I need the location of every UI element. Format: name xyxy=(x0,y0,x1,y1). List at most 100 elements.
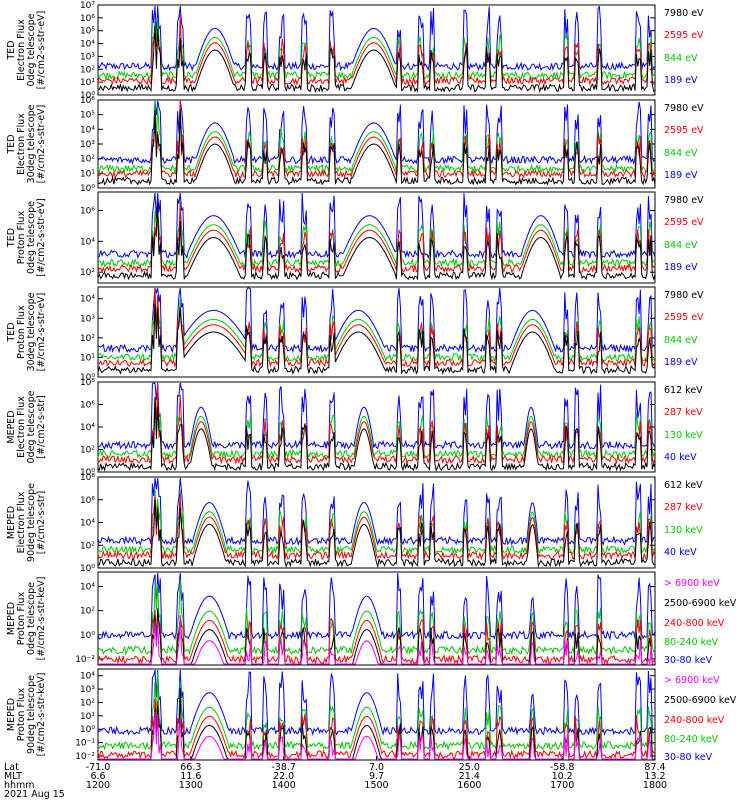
y-axis-label: [#/cm2-s-str-keV] xyxy=(36,577,47,661)
y-tick-label: 10⁻² xyxy=(75,655,95,665)
x-tick-mlt: 21.4 xyxy=(459,771,480,782)
y-tick-label: 10² xyxy=(80,268,95,278)
series-trace xyxy=(97,699,656,760)
y-axis-label: [#/cm2-s-str-eV] xyxy=(36,11,47,90)
y-tick-label: 10⁴ xyxy=(80,237,95,247)
x-tick-time: 1400 xyxy=(272,780,296,791)
panel-8: 10⁻² 10⁻¹ 10⁰ 10¹ 10² 10³ 10⁴ MEPED Proton Flux 9… xyxy=(6,668,737,763)
series-trace xyxy=(97,669,656,737)
y-tick-label: 10⁴ xyxy=(80,40,95,50)
series-trace xyxy=(97,382,656,451)
legend-entry: 7980 eV xyxy=(664,103,704,114)
x-tick-lat: -71.0 xyxy=(86,762,111,773)
x-tick-time: 1500 xyxy=(364,780,388,791)
y-tick-label: 10⁸ xyxy=(80,378,95,388)
y-axis-label: [#/cm2-s-str] xyxy=(36,491,47,554)
panel-4: 10⁰ 10¹ 10² 10³ 10⁴ TED Proton Flux 30deg teles… xyxy=(6,286,704,383)
series-trace xyxy=(97,672,656,751)
y-tick-label: 10⁴ xyxy=(80,582,95,592)
y-tick-label: 10⁵ xyxy=(80,111,95,121)
legend-entry: 2595 eV xyxy=(664,125,704,136)
series-trace xyxy=(98,499,656,568)
y-axis-label: [#/cm2-s-str-keV] xyxy=(36,673,47,757)
legend-entry: 2500-6900 keV xyxy=(664,695,737,706)
date-label: 2021 Aug 15 xyxy=(4,789,65,800)
legend-entry: 844 eV xyxy=(664,53,698,64)
y-tick-label: 10⁴ xyxy=(80,672,95,682)
y-tick-label: 10⁰ xyxy=(80,468,95,478)
series-trace xyxy=(97,303,656,376)
x-tick-lat: 25.0 xyxy=(459,762,480,773)
series-trace xyxy=(97,25,656,94)
y-tick-label: 10¹ xyxy=(80,78,95,88)
y-axis-label: TED xyxy=(6,40,17,60)
legend-entry: 40 keV xyxy=(664,452,697,463)
series-trace xyxy=(97,202,656,281)
legend-entry: 844 eV xyxy=(664,335,698,346)
legend-entry: 612 keV xyxy=(664,480,703,491)
y-tick-label: 10⁰ xyxy=(80,91,95,101)
y-tick-label: 10² xyxy=(80,607,95,617)
y-tick-label: 10² xyxy=(80,541,95,551)
y-tick-label: 10⁵ xyxy=(80,27,95,37)
y-tick-label: 10⁻² xyxy=(75,752,95,762)
legend-entry: 7980 eV xyxy=(664,195,704,206)
y-axis-label: Proton Flux xyxy=(16,210,27,264)
series-trace xyxy=(97,287,656,354)
series-trace xyxy=(97,477,656,547)
legend-entry: > 6900 keV xyxy=(664,578,720,589)
legend-entry: 130 keV xyxy=(664,525,703,536)
series-trace xyxy=(97,192,656,260)
x-tick-lat: -38.7 xyxy=(271,762,296,773)
series-trace xyxy=(97,395,656,460)
panel-3: 10² 10⁴ 10⁶ TED Proton Flux 0deg telescope [#/… xyxy=(6,191,704,284)
series-trace xyxy=(97,397,656,472)
series-trace xyxy=(98,615,655,665)
x-tick-mlt: 11.6 xyxy=(180,771,201,782)
y-axis-label: 0deg telescope xyxy=(26,390,37,463)
legend-entry: 130 keV xyxy=(664,430,703,441)
legend-entry: 189 eV xyxy=(664,262,698,273)
series-trace xyxy=(97,609,656,666)
y-tick-label: 10⁶ xyxy=(80,96,95,106)
y-tick-label: 10² xyxy=(80,446,95,456)
panel-frame xyxy=(97,571,656,666)
y-tick-label: 10⁻¹ xyxy=(75,739,95,749)
y-tick-label: 10³ xyxy=(80,140,95,150)
legend-entry: 189 eV xyxy=(664,357,698,368)
y-tick-label: 10² xyxy=(80,65,95,75)
panel-frame xyxy=(97,4,656,96)
y-tick-label: 10⁰ xyxy=(80,725,95,735)
series-trace xyxy=(97,203,656,274)
x-tick-mlt: 6.6 xyxy=(90,771,105,782)
y-tick-label: 10⁶ xyxy=(80,207,95,217)
y-tick-label: 10⁴ xyxy=(80,295,95,305)
legend-entry: 7980 eV xyxy=(664,290,704,301)
y-axis-label: MEPED xyxy=(6,410,17,443)
y-axis-label: TED xyxy=(6,228,17,248)
y-axis-label: [#/cm2-s-str-eV] xyxy=(36,198,47,277)
y-tick-label: 10⁸ xyxy=(80,473,95,483)
legend-entry: 40 keV xyxy=(664,547,697,558)
panel-5: 10⁰ 10² 10⁴ 10⁶ 10⁸ MEPED Electron Flux 0deg te… xyxy=(6,378,703,478)
y-tick-label: 10² xyxy=(80,334,95,344)
y-axis-label: 90deg telescope xyxy=(26,675,37,754)
x-tick-lat: -58.8 xyxy=(550,762,575,773)
legend-entry: 30-80 keV xyxy=(664,752,713,763)
y-axis-label: Electron Flux xyxy=(16,19,27,81)
series-trace xyxy=(97,493,656,561)
y-tick-label: 10⁴ xyxy=(80,125,95,135)
y-tick-label: 10⁰ xyxy=(80,373,95,383)
y-tick-label: 10² xyxy=(80,155,95,165)
series-trace xyxy=(97,293,656,363)
series-trace xyxy=(97,101,656,180)
legend-entry: 7980 eV xyxy=(664,8,704,19)
x-tick-mlt: 9.7 xyxy=(369,771,384,782)
series-trace xyxy=(97,572,656,641)
y-tick-label: 10³ xyxy=(80,52,95,62)
x-tick-time: 1600 xyxy=(457,780,481,791)
x-tick-time: 1800 xyxy=(643,780,667,791)
legend-entry: 287 keV xyxy=(664,502,703,513)
y-tick-label: 10⁶ xyxy=(80,401,95,411)
